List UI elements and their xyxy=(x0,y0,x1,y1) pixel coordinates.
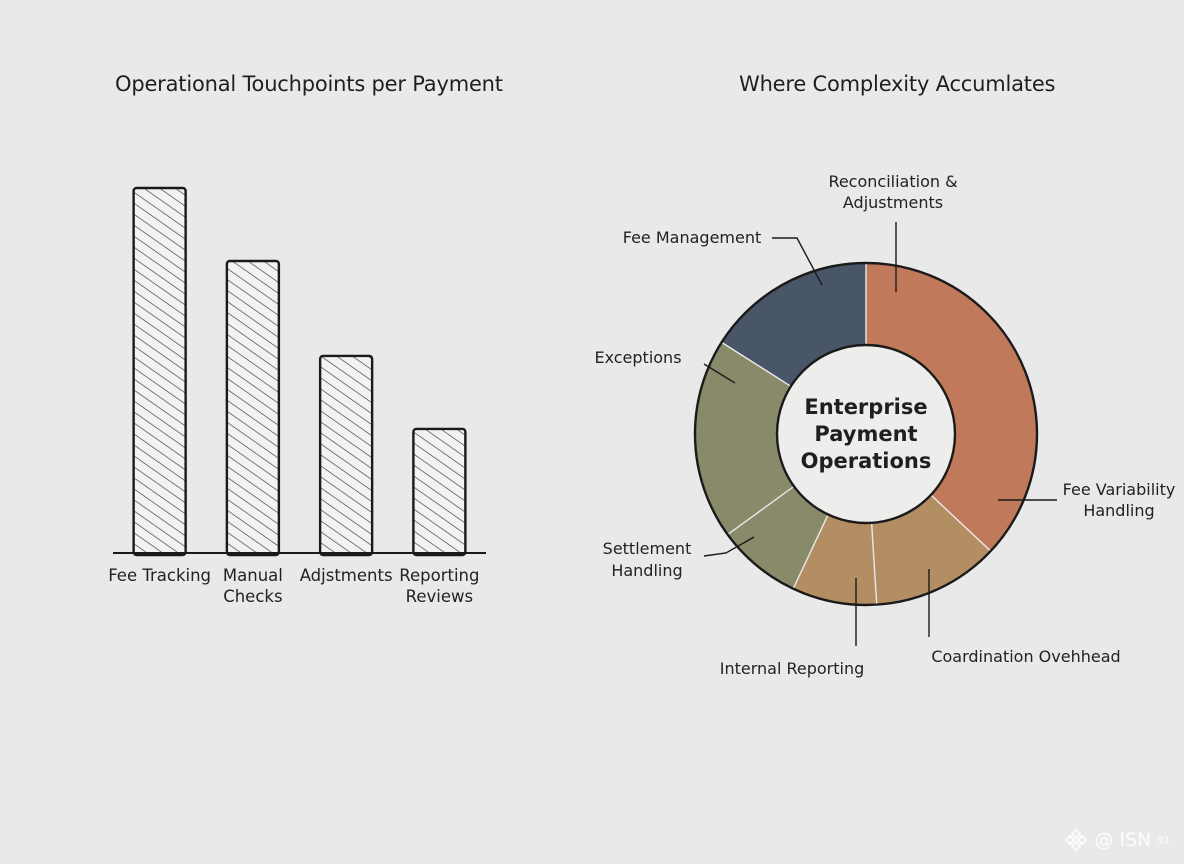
x-tick-label: Fee Tracking xyxy=(108,566,211,585)
donut-center-hole xyxy=(775,343,957,525)
bar-adjstments xyxy=(318,354,374,557)
slice-separator xyxy=(727,485,795,536)
extra-label: Fee Variability Handling xyxy=(1063,480,1176,520)
slice-label: Internal Reporting xyxy=(720,659,865,678)
donut-center-label: Enterprise Payment Operations xyxy=(801,395,932,473)
watermark-sup: 91 xyxy=(1157,834,1170,846)
leader-line xyxy=(703,536,755,557)
bar-reporting-reviews xyxy=(412,427,467,557)
x-tick-label: Adjstments xyxy=(300,566,393,585)
donut-slice-coardination-ovehhead xyxy=(871,494,991,605)
donut-slice-fee-management xyxy=(721,263,866,387)
x-tick-label: Manual Checks xyxy=(223,566,283,606)
donut-chart: Enterprise Payment Operations Reconciliatio… xyxy=(594,172,1175,678)
diamond-logo-icon xyxy=(1064,828,1088,852)
watermark-text: @ ISN xyxy=(1094,829,1152,851)
slice-label: Settlement Handling xyxy=(603,539,692,580)
slice-label: Exceptions xyxy=(594,348,681,367)
donut-slice-settlement-handling xyxy=(727,486,829,589)
slice-separator xyxy=(721,341,792,387)
x-tick-label: Reporting Reviews xyxy=(399,566,479,606)
slice-separator xyxy=(792,514,829,590)
bar-chart: Fee Tracking Manual Checks Adjstments Report… xyxy=(108,186,486,606)
slice-label: Coardination Ovehhead xyxy=(931,647,1120,666)
slice-separator xyxy=(870,522,878,605)
bar-fee-tracking xyxy=(132,186,187,557)
donut-chart-title: Where Complexity Accumlates xyxy=(739,72,1056,96)
bar-chart-title: Operational Touchpoints per Payment xyxy=(115,72,503,96)
slice-label: Reconciliation & Adjustments xyxy=(828,172,957,212)
watermark: @ ISN 91 xyxy=(1064,828,1170,852)
donut-slice-exceptions xyxy=(694,342,794,535)
slice-label: Fee Management xyxy=(623,228,762,247)
bar-manual-checks xyxy=(225,259,281,557)
leader-line xyxy=(772,237,823,286)
leader-line xyxy=(703,363,736,384)
slice-separator xyxy=(930,494,992,552)
donut-outer-ring xyxy=(693,261,1039,607)
